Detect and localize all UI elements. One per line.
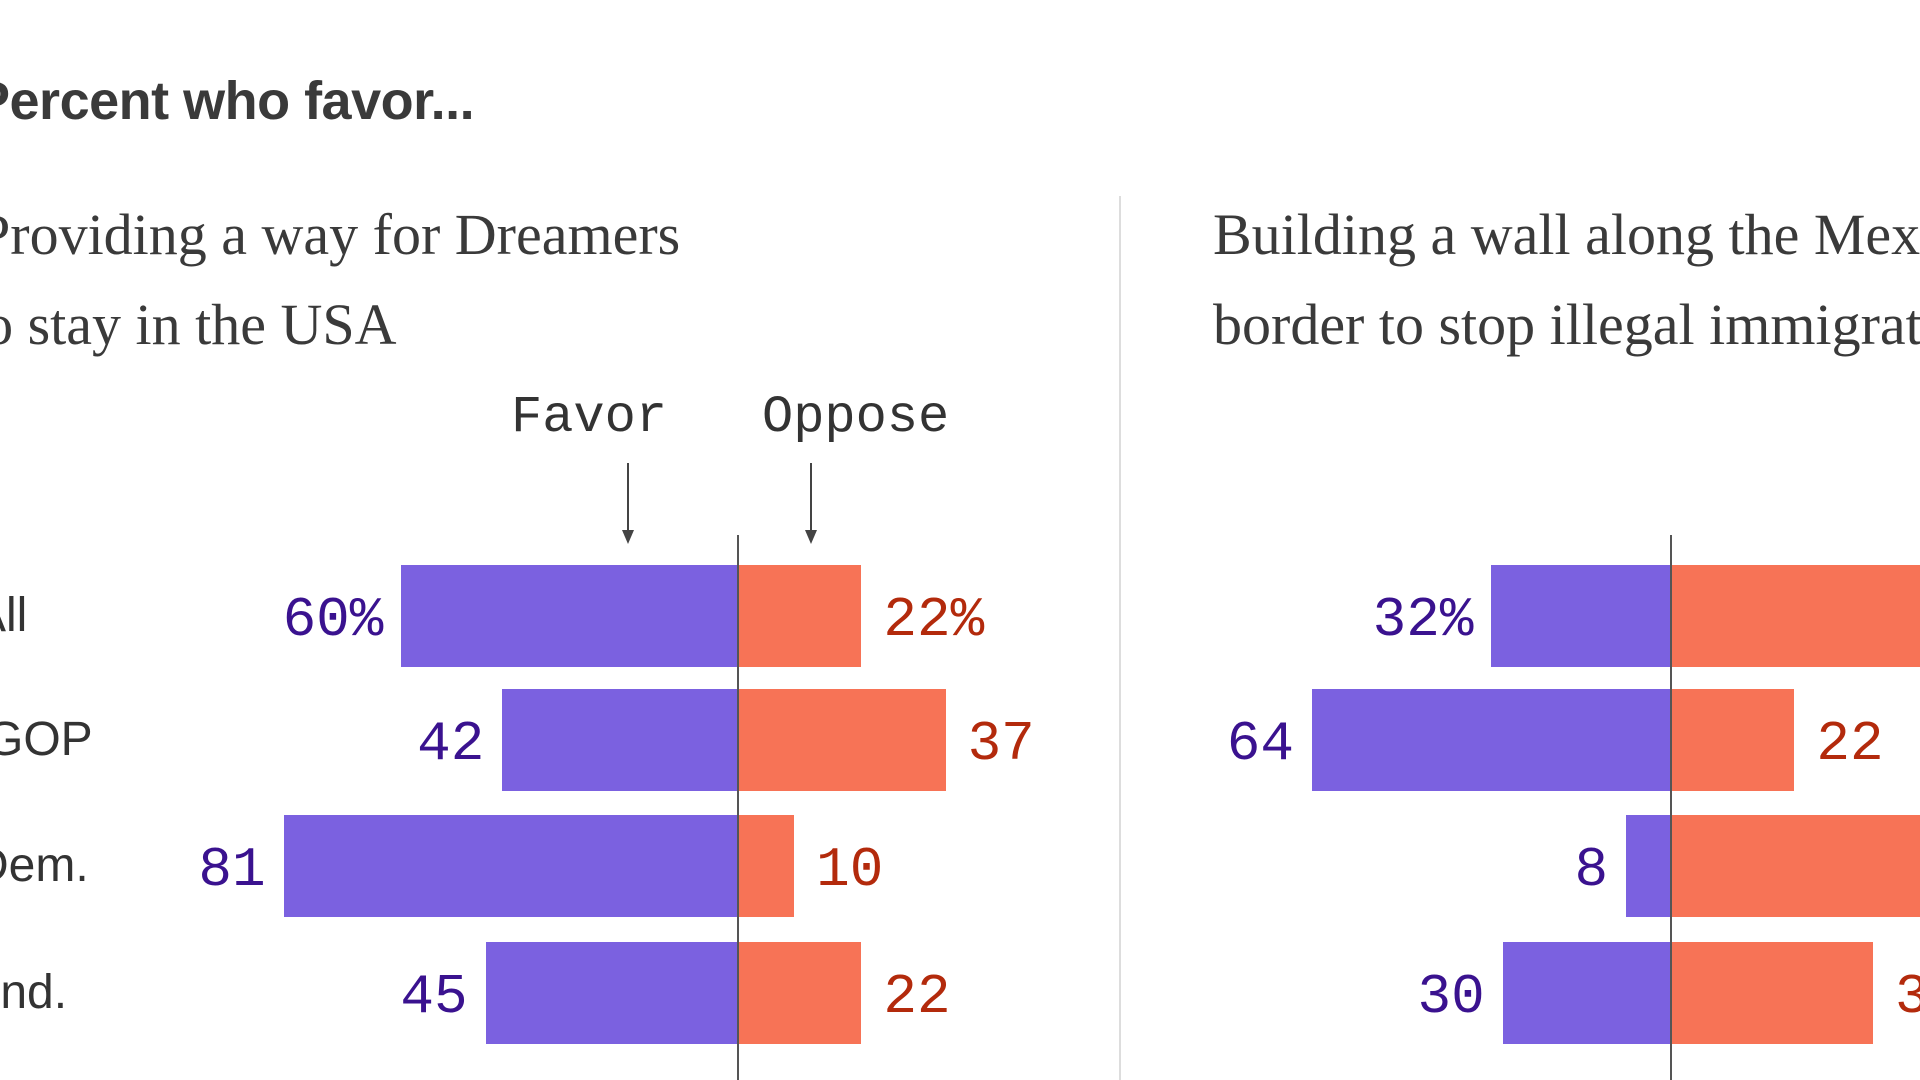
- panel-2-oppose-bar-dem: [1671, 815, 1920, 917]
- oppose-arrow-icon: [810, 463, 812, 533]
- favor-arrowhead-icon: [622, 530, 634, 544]
- oppose-arrowhead-icon: [805, 530, 817, 544]
- favor-arrow-icon: [627, 463, 629, 533]
- panel-2-title-line-2: border to stop illegal immigration: [1213, 292, 1920, 357]
- chart-title: Percent who favor...: [0, 71, 475, 131]
- panel-1-oppose-bar-gop: [738, 689, 946, 791]
- panel-2-favor-label-ind: 30: [1417, 965, 1485, 1029]
- panel-2-favor-bar-ind: [1502, 942, 1671, 1044]
- panel-1-title-line-1: Providing a way for Dreamers: [0, 202, 681, 267]
- panel-2-oppose-bar-all: [1671, 565, 1920, 667]
- panel-1-favor-bar-dem: [283, 815, 738, 917]
- panel-1-oppose-label-gop: 37: [967, 712, 1035, 776]
- panel-2-favor-label-dem: 8: [1574, 838, 1609, 902]
- panel-1-oppose-label-ind: 22: [883, 965, 951, 1029]
- panel-divider: [1119, 196, 1121, 1080]
- panel-2-favor-bar-gop: [1311, 689, 1671, 791]
- panel-1-oppose-bar-all: [738, 565, 862, 667]
- row-label-ind: Ind.: [0, 966, 68, 1019]
- panel-2-oppose-bar-gop: [1671, 689, 1795, 791]
- panel-1-favor-label-dem: 81: [198, 838, 266, 902]
- panel-1-oppose-bar-dem: [738, 815, 795, 917]
- panel-2-title-line-1: Building a wall along the Mexican: [1213, 202, 1920, 267]
- panel-2-zero-axis: [1670, 535, 1672, 1080]
- row-label-gop: GOP: [0, 713, 93, 766]
- panel-1-title-line-2: to stay in the USA: [0, 292, 397, 357]
- panel-1-zero-axis: [737, 535, 739, 1080]
- panel-1-favor-label-gop: 42: [417, 712, 485, 776]
- panel-2-oppose-bar-ind: [1671, 942, 1873, 1044]
- legend-oppose: Oppose: [762, 388, 950, 447]
- panel-1-favor-bar-all: [401, 565, 738, 667]
- panel-1-title: Providing a way for Dreamers to stay in …: [0, 190, 680, 370]
- panel-1-oppose-bar-ind: [738, 942, 862, 1044]
- panel-2-favor-bar-all: [1491, 565, 1671, 667]
- row-label-all: All: [0, 589, 28, 642]
- row-label-dem: Dem.: [0, 839, 89, 892]
- panel-2-title: Building a wall along the Mexican border…: [1213, 190, 1920, 370]
- panel-1-favor-label-ind: 45: [400, 965, 468, 1029]
- panel-1-favor-label-all: 60%: [282, 588, 384, 652]
- panel-2-oppose-label-gop: 22: [1816, 712, 1884, 776]
- panel-2-favor-label-gop: 64: [1226, 712, 1294, 776]
- panel-1-favor-bar-ind: [485, 942, 738, 1044]
- panel-1-oppose-label-dem: 10: [816, 838, 884, 902]
- panel-1-oppose-label-all: 22%: [883, 588, 985, 652]
- panel-2-favor-label-all: 32%: [1372, 588, 1474, 652]
- legend-favor: Favor: [511, 388, 668, 447]
- panel-1-favor-bar-gop: [502, 689, 738, 791]
- panel-2-favor-bar-dem: [1626, 815, 1671, 917]
- panel-2-oppose-label-ind: 36: [1894, 965, 1920, 1029]
